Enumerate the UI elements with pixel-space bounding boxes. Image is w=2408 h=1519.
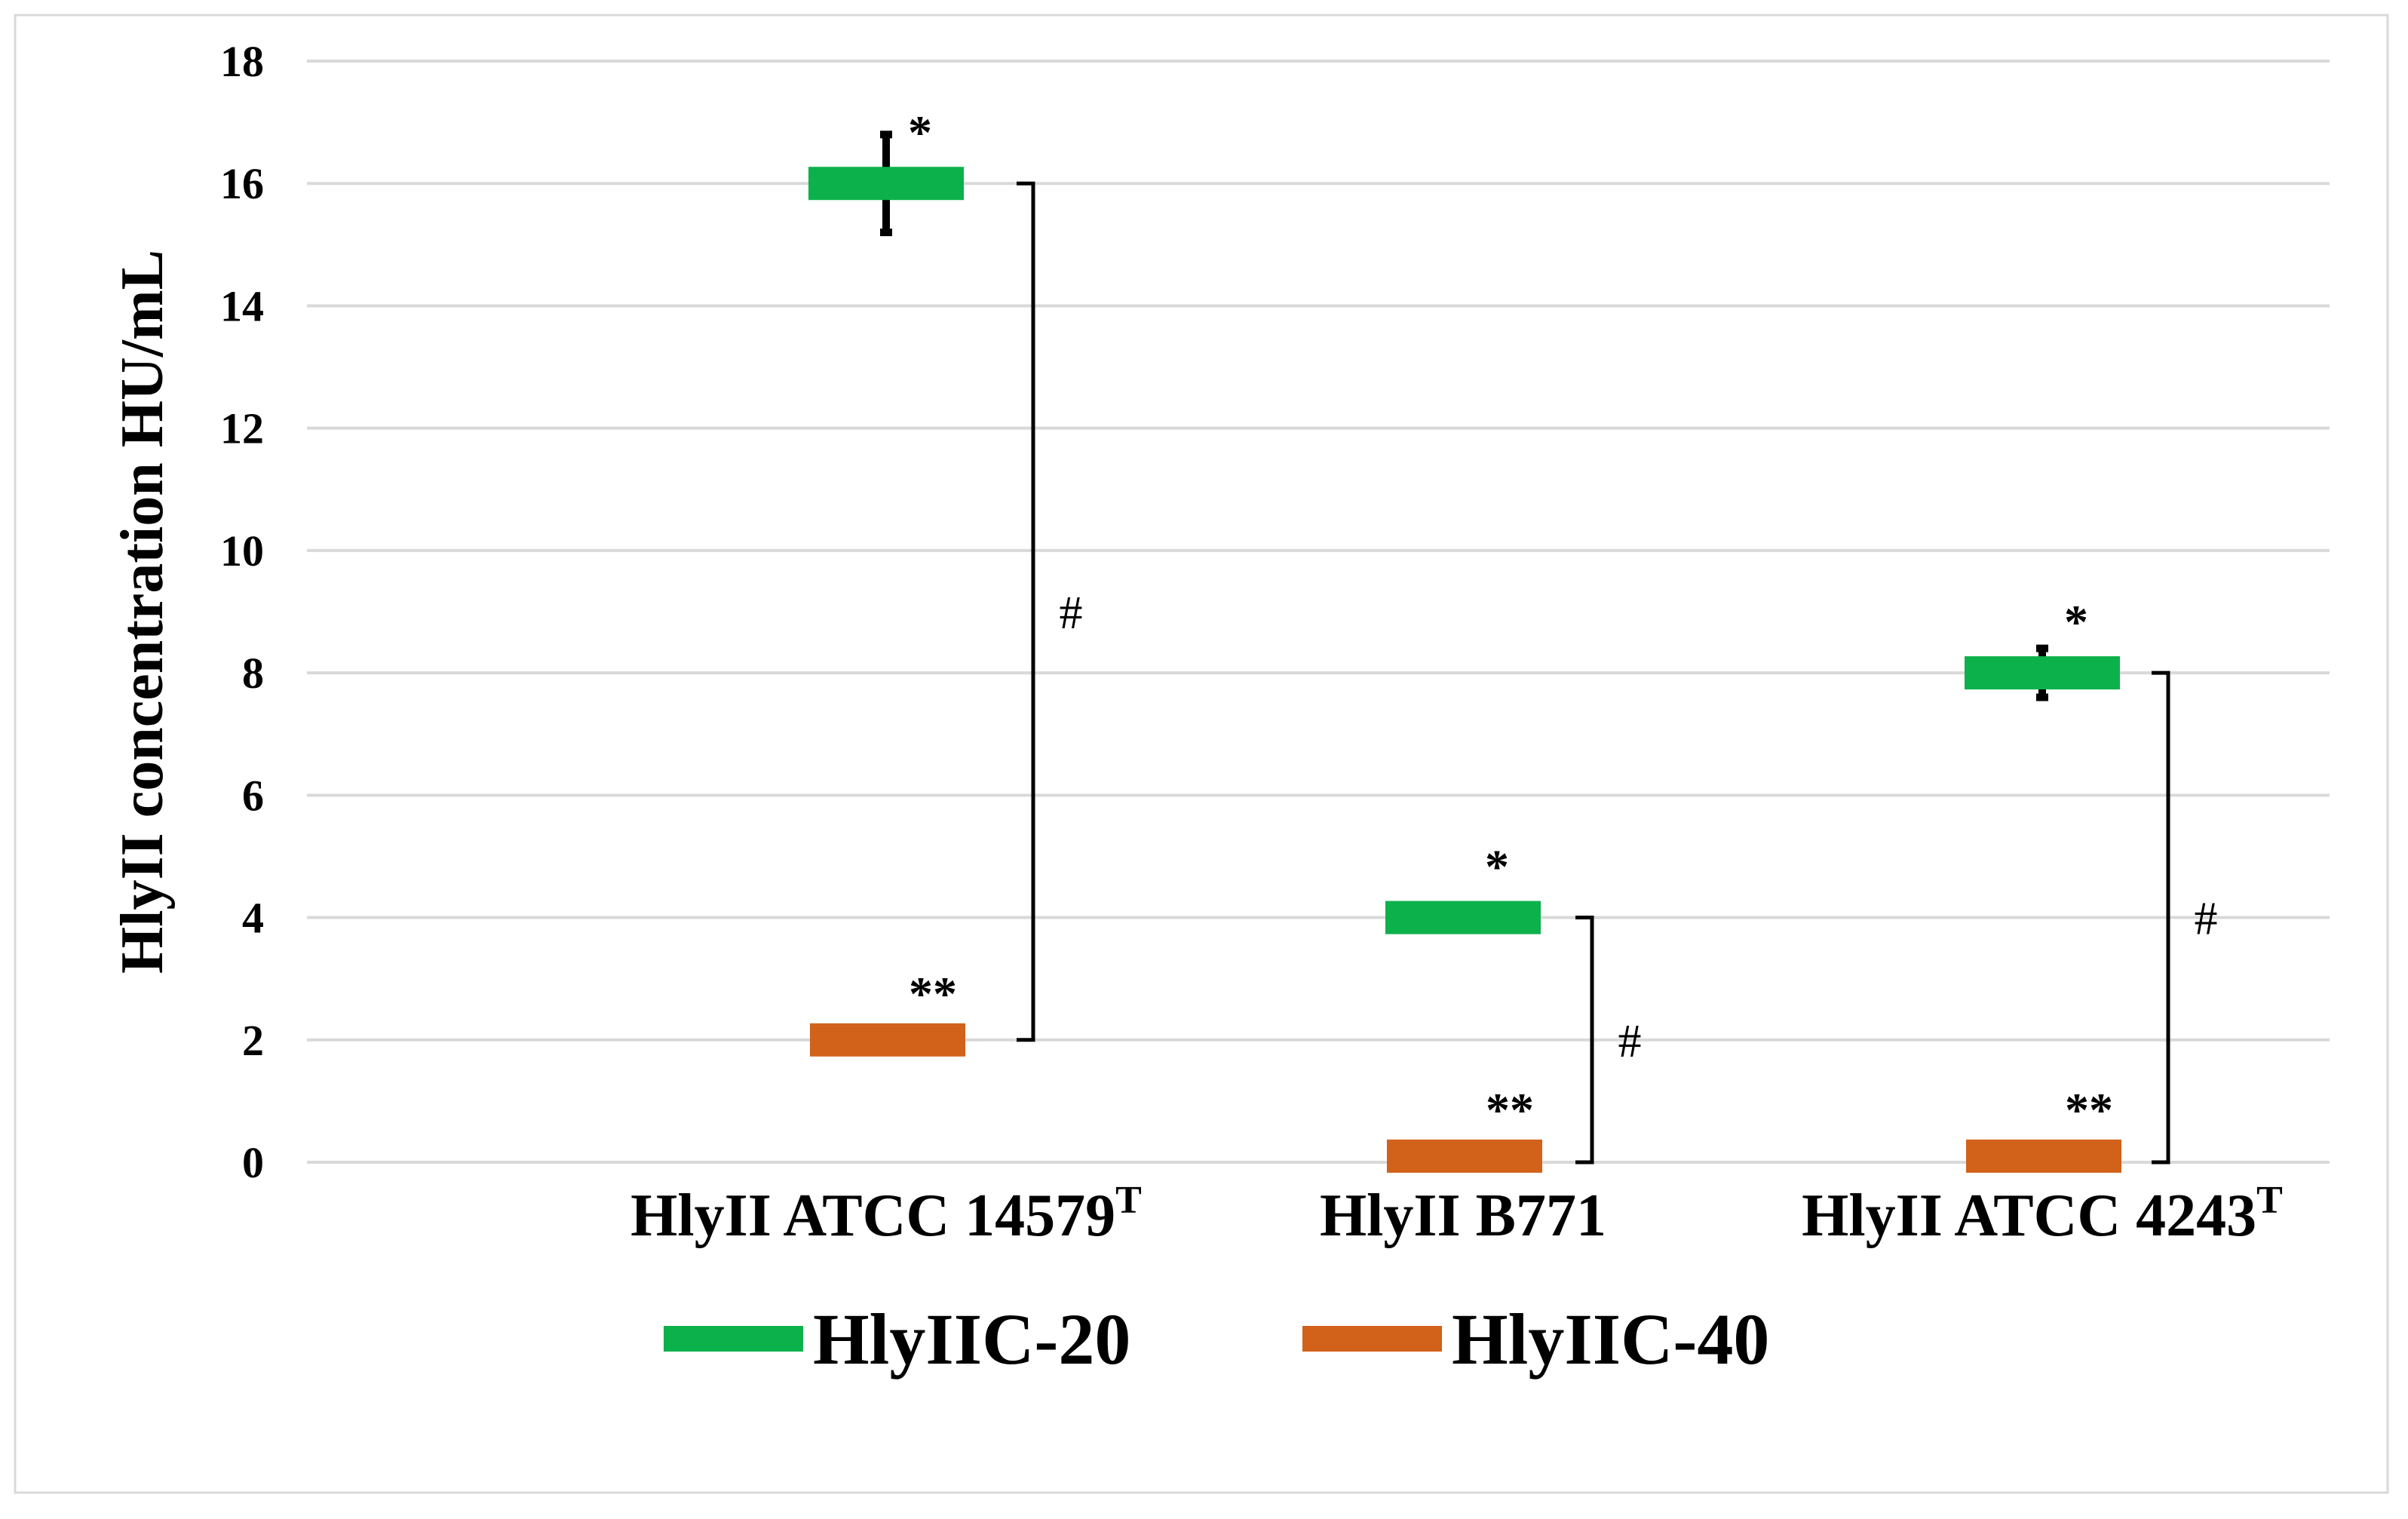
significance-mark: * bbox=[2064, 595, 2088, 649]
data-marker-HlyIIC-20 bbox=[1385, 901, 1541, 934]
y-tick-label: 14 bbox=[220, 281, 264, 330]
x-category-label: HlyII B771 bbox=[1320, 1183, 1606, 1249]
significance-bracket bbox=[1017, 181, 1035, 1042]
x-category-label: HlyII ATCC 4243T bbox=[1802, 1179, 2283, 1249]
significance-bracket bbox=[1575, 916, 1594, 1165]
significance-mark: * bbox=[1485, 840, 1509, 894]
y-tick-label: 4 bbox=[242, 894, 264, 943]
y-axis-label: HlyII concentration HU/mL bbox=[109, 250, 176, 974]
superscript: T bbox=[2256, 1179, 2283, 1222]
superscript: T bbox=[1115, 1179, 1142, 1222]
significance-mark: ** bbox=[1486, 1083, 1534, 1137]
data-marker-HlyIIC-20 bbox=[1965, 656, 2120, 690]
bracket-label: # bbox=[2195, 894, 2218, 945]
data-marker-HlyIIC-40 bbox=[810, 1023, 965, 1057]
y-tick-label: 6 bbox=[242, 771, 264, 820]
y-tick-label: 16 bbox=[220, 159, 264, 208]
legend-swatch bbox=[1302, 1326, 1442, 1352]
y-tick-label: 2 bbox=[242, 1016, 264, 1065]
x-category-label: HlyII ATCC 14579T bbox=[630, 1179, 1142, 1249]
y-tick-label: 18 bbox=[220, 37, 264, 86]
bracket-label: # bbox=[1618, 1016, 1642, 1067]
significance-bracket bbox=[2152, 671, 2170, 1165]
data-marker-HlyIIC-40 bbox=[1966, 1139, 2121, 1173]
legend-label: HlyIIC-20 bbox=[813, 1299, 1130, 1379]
bracket-label: # bbox=[1060, 588, 1083, 639]
legend-label: HlyIIC-40 bbox=[1452, 1299, 1769, 1379]
y-tick-label: 0 bbox=[242, 1138, 264, 1187]
y-tick-label: 8 bbox=[242, 649, 264, 698]
chart-border bbox=[14, 14, 2389, 1494]
significance-mark: * bbox=[908, 106, 932, 159]
legend-swatch bbox=[664, 1326, 803, 1352]
significance-mark: ** bbox=[2065, 1083, 2113, 1137]
y-tick-label: 10 bbox=[220, 526, 264, 575]
data-marker-HlyIIC-40 bbox=[1387, 1139, 1542, 1173]
data-marker-HlyIIC-20 bbox=[808, 167, 964, 201]
y-tick-label: 12 bbox=[220, 404, 264, 453]
significance-mark: ** bbox=[909, 967, 957, 1020]
